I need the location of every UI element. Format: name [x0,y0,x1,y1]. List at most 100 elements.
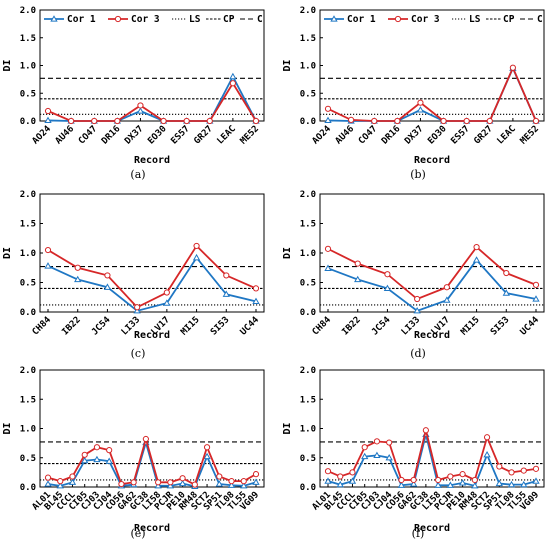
chart-panel-2: 0.0 0.5 1.0 1.5 2.0 DI AO24 AU46 CO47 DR16 DX37 EO3… [282,6,545,181]
y-tick-label: 0.0 [300,308,316,318]
x-tick-label: DX37 [403,124,425,146]
data-point [44,246,52,254]
data-point [163,299,171,306]
data-point [532,281,540,288]
x-tick-label: AO24 [311,124,334,147]
y-tick-label: 2.0 [300,190,316,200]
data-point [223,272,230,279]
data-point [447,473,454,480]
data-point [183,117,190,125]
data-point [252,297,260,304]
y-tick-label: 0.0 [20,483,36,493]
data-point [443,296,451,303]
data-point [394,117,401,125]
data-point [361,452,369,460]
y-tick-label: 0.5 [300,89,316,99]
panel-caption: (c) [131,347,146,360]
data-point [105,457,113,464]
series-line-2 [327,245,537,301]
x-tick-label: ES57 [449,124,471,146]
legend-label: CP [223,14,235,25]
x-tick-label: MI15 [179,315,201,337]
data-point [134,304,141,311]
data-point [68,117,75,125]
data-point [440,117,447,125]
y-tick-label: 0.5 [20,454,36,464]
data-point [44,262,52,269]
data-point [398,476,405,484]
data-point [240,478,247,485]
y-tick-label: 1.5 [300,395,316,405]
y-tick-label: 2.0 [20,6,36,16]
data-point [229,80,236,87]
data-point [337,473,344,480]
plot-frame [39,9,265,122]
x-tick-label: JC54 [370,315,393,338]
data-point [324,264,332,271]
x-axis-label: Record [134,523,170,534]
x-tick-label: SI53 [489,315,511,337]
data-point [154,482,162,489]
data-point [413,307,421,314]
data-point [324,245,332,252]
legend-swatch-marker [394,15,402,23]
data-point [471,476,478,484]
data-point [106,447,113,454]
legend-label: CP [503,14,515,25]
panel-caption: (e) [130,527,145,540]
data-point [371,117,378,125]
x-axis-label: Record [134,155,170,166]
data-point [252,285,260,292]
plot-frame [39,193,265,313]
y-tick-label: 0.5 [20,279,36,289]
series-line-2 [327,65,537,122]
data-point [532,465,540,472]
data-point [240,482,248,489]
data-point [44,474,52,481]
data-point [227,481,236,488]
y-tick-label: 1.0 [300,62,316,72]
panel-caption: (f) [412,527,425,540]
data-point [252,478,260,485]
x-tick-label: SI53 [209,315,231,337]
data-point [130,479,137,486]
data-point [228,478,235,485]
y-tick-label: 0.5 [20,89,36,99]
legend-label: Cor 1 [347,14,376,25]
data-point [373,438,381,445]
data-point [435,476,442,484]
data-point [532,295,540,302]
x-axis-label: Record [414,155,450,166]
data-point [324,116,332,124]
series-line-2 [47,244,257,309]
data-point [483,451,491,458]
data-point [324,477,332,484]
y-tick-label: 0.0 [20,117,36,127]
y-tick-label: 0.0 [20,308,36,318]
y-tick-label: 1.5 [300,220,316,230]
x-tick-label: DR16 [100,124,122,146]
chart-panel-5: 0.00.51.01.52.0DIAL01BL45CCCLCI05CJ03CJ0… [2,366,265,540]
data-point [507,480,516,488]
data-point [471,482,479,489]
data-point [509,64,516,71]
data-point [532,117,540,125]
data-point [193,242,200,250]
y-tick-label: 1.5 [300,34,316,44]
data-point [118,480,125,488]
data-point [384,271,391,278]
legend-swatch-marker [50,15,58,22]
data-point [133,307,141,314]
x-tick-label: ME52 [519,124,541,146]
data-point [520,467,527,474]
y-tick-label: 2.0 [20,366,36,376]
data-point [459,471,466,478]
x-tick-label: LEAC [496,124,518,146]
data-point [166,482,175,489]
data-point [81,451,88,458]
chart-panel-1: 0.0 0.5 1.0 1.5 2.0 DI AO24 AU46 CO47 DR16 DX37 EO3… [2,6,265,181]
y-axis-label: DI [2,247,13,259]
y-tick-label: 2.0 [300,6,316,16]
